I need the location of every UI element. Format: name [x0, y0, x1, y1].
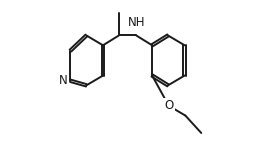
Text: NH: NH — [128, 16, 145, 29]
Text: N: N — [59, 74, 68, 87]
Text: O: O — [164, 99, 173, 112]
